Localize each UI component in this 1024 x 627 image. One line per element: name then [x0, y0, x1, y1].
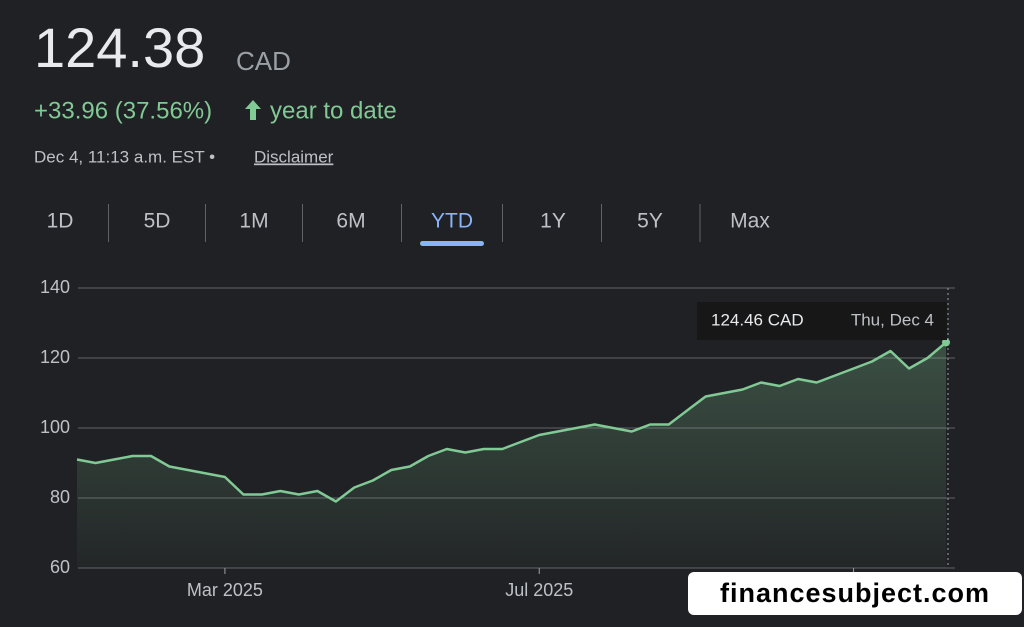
- currency: CAD: [236, 46, 291, 76]
- range-tabs: 1D 5D 1M 6M YTD 1Y 5Y Max: [47, 204, 770, 246]
- tooltip-value: 124.46 CAD: [711, 310, 804, 329]
- range-tab[interactable]: 5Y: [637, 210, 663, 233]
- area-fill: [77, 342, 946, 568]
- up-arrow: [245, 100, 261, 120]
- price-line: [76, 341, 947, 503]
- x-tick-label: Jul 2025: [505, 580, 573, 600]
- range-tab[interactable]: 6M: [336, 210, 365, 233]
- hover-point: [942, 338, 950, 347]
- watermark: financesubject.com: [720, 578, 990, 608]
- y-tick-label: 140: [40, 277, 70, 297]
- range-tab[interactable]: 1Y: [540, 210, 566, 233]
- x-tick-label: Mar 2025: [187, 580, 263, 600]
- y-tick-label: 60: [50, 557, 70, 577]
- period: year to date: [270, 97, 397, 124]
- y-tick-label: 120: [40, 347, 70, 367]
- disclaimer-link[interactable]: Disclaimer: [254, 147, 334, 166]
- range-tab[interactable]: 1M: [239, 210, 268, 233]
- y-tick-label: 100: [40, 417, 70, 437]
- y-tick-label: 80: [50, 487, 70, 507]
- range-tab[interactable]: 1D: [47, 210, 74, 233]
- change: +33.96 (37.56%): [34, 97, 212, 124]
- range-tab[interactable]: YTD: [431, 210, 473, 233]
- tooltip-date: Thu, Dec 4: [851, 310, 934, 329]
- timestamp: Dec 4, 11:13 a.m. EST •: [34, 147, 215, 166]
- tooltip-box: [697, 302, 947, 340]
- active-tab-indicator: [420, 241, 484, 246]
- range-tab[interactable]: Max: [730, 210, 770, 233]
- watermark-box: [688, 572, 1022, 615]
- price: 124.38: [34, 16, 205, 79]
- range-tab[interactable]: 5D: [144, 210, 171, 233]
